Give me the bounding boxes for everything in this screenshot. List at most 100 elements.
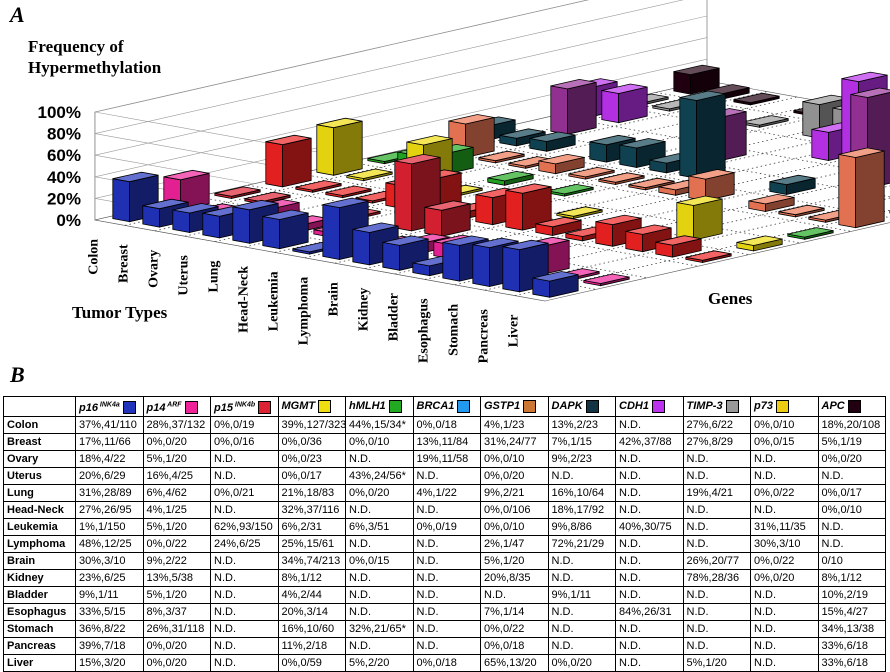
table-cell: 27%,8/29: [683, 433, 751, 450]
table-cell: 10%,2/19: [818, 586, 886, 603]
table-cell: 9%,2/23: [548, 450, 616, 467]
gene-name: CDH1: [619, 400, 649, 412]
row-label: Kidney: [4, 569, 76, 586]
table-cell: 28%,37/132: [143, 416, 211, 433]
table-cell: 11%,2/18: [278, 637, 346, 654]
table-cell: N.D.: [818, 518, 886, 535]
table-cell: N.D.: [616, 467, 684, 484]
table-cell: N.D.: [211, 603, 279, 620]
table-cell: 0%,0/21: [211, 484, 279, 501]
gene-color-swatch: [726, 400, 739, 413]
table-cell: 0%,0/23: [278, 450, 346, 467]
gene-name: APC: [822, 400, 845, 412]
table-cell: 5%,1/20: [143, 518, 211, 535]
table-cell: 8%,1/12: [818, 569, 886, 586]
table-cell: 9%,2/22: [143, 552, 211, 569]
table-cell: 0%,0/20: [143, 433, 211, 450]
gene-header-p15: p15 INK4b: [211, 397, 279, 417]
table-cell: 42%,37/88: [616, 433, 684, 450]
table-cell: 20%,3/14: [278, 603, 346, 620]
table-cell: 2%,1/47: [481, 535, 549, 552]
table-corner-cell: [4, 397, 76, 417]
table-cell: 1%,1/150: [76, 518, 144, 535]
table-cell: 4%,1/22: [413, 484, 481, 501]
table-cell: 26%,20/77: [683, 552, 751, 569]
table-cell: 9%,8/86: [548, 518, 616, 535]
gene-name: p73: [754, 400, 773, 412]
table-cell: 31%,28/89: [76, 484, 144, 501]
table-cell: 78%,28/36: [683, 569, 751, 586]
table-cell: N.D.: [346, 603, 414, 620]
table-cell: 7%,1/15: [548, 433, 616, 450]
table-cell: N.D.: [548, 467, 616, 484]
table-cell: 6%,4/62: [143, 484, 211, 501]
table-cell: 0%,0/22: [751, 552, 819, 569]
gene-header-p14: p14 ARF: [143, 397, 211, 417]
gene-header-p16: p16 INK4a: [76, 397, 144, 417]
table-cell: N.D.: [346, 501, 414, 518]
table-cell: N.D.: [346, 586, 414, 603]
table-cell: 0%,0/10: [751, 416, 819, 433]
y-axis-title-line1: Frequency of: [28, 37, 124, 56]
tumor-label-ovary: Ovary: [147, 250, 162, 288]
table-cell: 21%,18/83: [278, 484, 346, 501]
tumor-label-head-neck: Head-Neck: [237, 266, 252, 333]
table-cell: 13%,2/23: [548, 416, 616, 433]
z-axis-title: Genes: [708, 289, 753, 308]
row-label: Leukemia: [4, 518, 76, 535]
gene-color-swatch: [457, 400, 470, 413]
table-cell: 62%,93/150: [211, 518, 279, 535]
gene-name: MGMT: [282, 400, 316, 412]
table-cell: 0%,0/20: [143, 637, 211, 654]
tumor-label-kidney: Kidney: [357, 288, 372, 332]
table-cell: 26%,31/118: [143, 620, 211, 637]
table-cell: 0%,0/22: [143, 535, 211, 552]
table-cell: N.D.: [683, 620, 751, 637]
table-cell: 27%,26/95: [76, 501, 144, 518]
table-cell: N.D.: [683, 535, 751, 552]
table-cell: 0%,0/18: [413, 416, 481, 433]
table-cell: N.D.: [211, 586, 279, 603]
gene-color-swatch: [123, 401, 136, 414]
table-cell: N.D.: [751, 637, 819, 654]
gene-color-swatch: [848, 400, 861, 413]
gene-header-p73: p73: [751, 397, 819, 417]
gene-name: hMLH1: [349, 400, 386, 412]
row-label: Uterus: [4, 467, 76, 484]
table-cell: N.D.: [616, 637, 684, 654]
table-cell: N.D.: [346, 535, 414, 552]
table-cell: 0%,0/20: [346, 484, 414, 501]
table-cell: 43%,24/56*: [346, 467, 414, 484]
table-cell: 9%,1/11: [548, 586, 616, 603]
gene-name: BRCA1: [417, 400, 455, 412]
table-cell: N.D.: [346, 450, 414, 467]
table-cell: 0%,0/10: [346, 433, 414, 450]
table-cell: 39%,127/323: [278, 416, 346, 433]
table-cell: 0%,0/18: [481, 637, 549, 654]
y-tick-label: 40%: [47, 168, 81, 187]
table-cell: N.D.: [413, 569, 481, 586]
table-cell: 4%,2/44: [278, 586, 346, 603]
row-label: Breast: [4, 433, 76, 450]
table-cell: N.D.: [616, 484, 684, 501]
table-cell: 18%,17/92: [548, 501, 616, 518]
table-cell: 0%,0/106: [481, 501, 549, 518]
gene-header-hmlh1: hMLH1: [346, 397, 414, 417]
y-tick-label: 100%: [38, 103, 81, 122]
bar-liver-gstp1: [839, 148, 884, 228]
bar-lymphoma-dapk: [680, 91, 725, 178]
gene-color-swatch: [258, 401, 271, 414]
bar-colon-mgmt: [266, 135, 311, 187]
table-cell: 6%,3/51: [346, 518, 414, 535]
table-cell: 4%,1/23: [481, 416, 549, 433]
tumor-label-leukemia: Leukemia: [267, 271, 282, 331]
gene-color-swatch: [652, 400, 665, 413]
